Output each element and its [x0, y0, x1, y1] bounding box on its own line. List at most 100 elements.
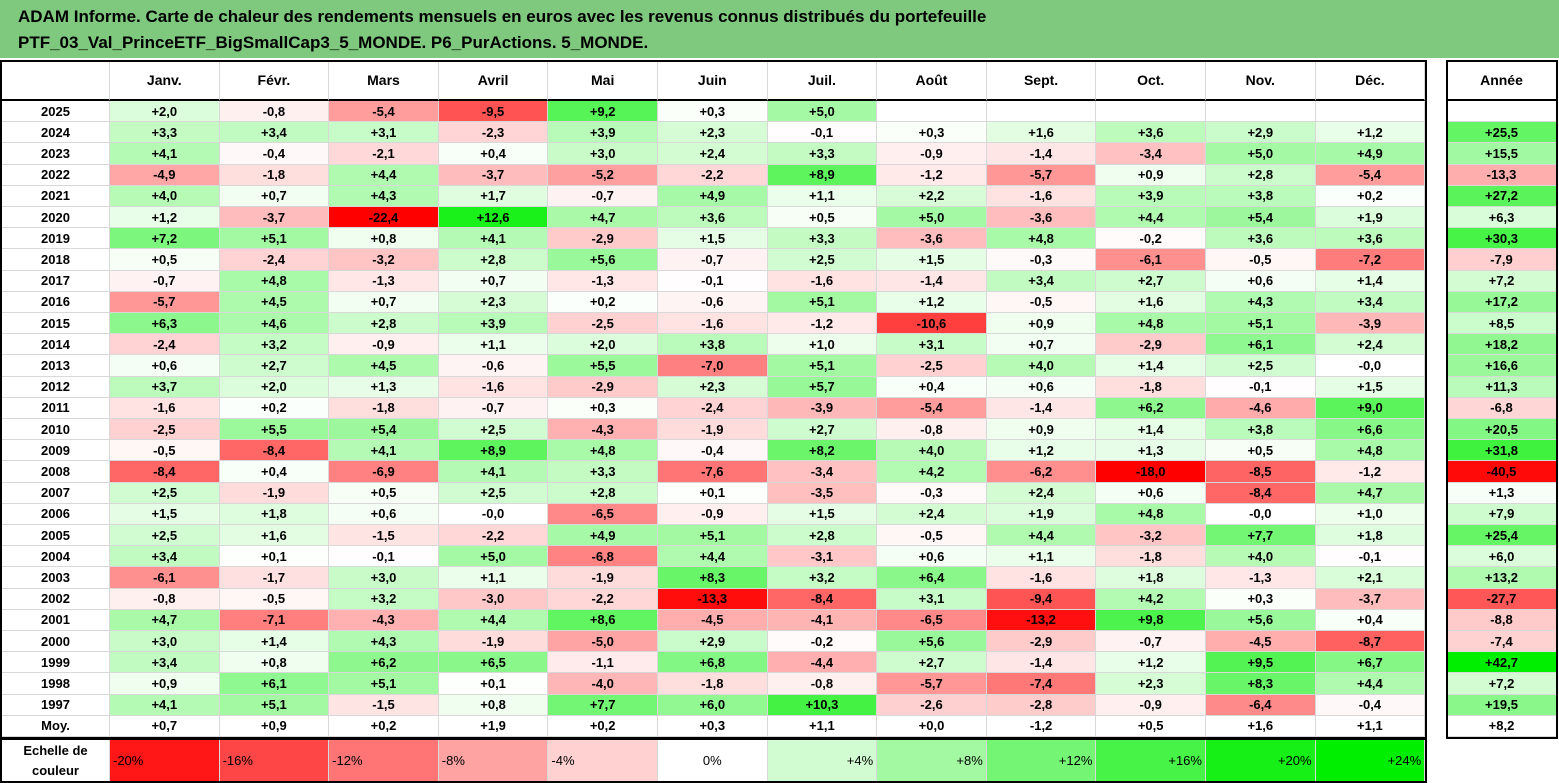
average-cell: +0,2	[548, 715, 658, 737]
annual-cell: +7,2	[1447, 270, 1557, 292]
heatmap-cell: -10,6	[877, 313, 987, 335]
heatmap-cell: +0,4	[1315, 609, 1426, 631]
heatmap-cell: +4,4	[1315, 673, 1426, 695]
average-cell: +0,9	[219, 715, 330, 737]
heatmap-cell: -4,5	[1206, 631, 1316, 653]
heatmap-cell: +0,7	[438, 270, 549, 292]
heatmap-cell: +3,1	[329, 122, 439, 144]
column-header-6: Juin	[658, 60, 768, 101]
heatmap-cell: -2,9	[1096, 334, 1206, 356]
heatmap-cell: -5,4	[877, 397, 987, 419]
heatmap-cell: +0,3	[658, 101, 768, 123]
heatmap-cell: +2,5	[438, 482, 549, 504]
heatmap-cell: +4,4	[329, 164, 439, 186]
heatmap-cell: -1,2	[1315, 461, 1426, 483]
heatmap-cell: +0,3	[548, 397, 658, 419]
heatmap-cell: +4,8	[548, 440, 658, 462]
heatmap-cell: -0,3	[986, 249, 1097, 271]
legend-swatch: +8%	[877, 739, 987, 783]
heatmap-cell: +0,5	[767, 207, 878, 229]
row-year-label: 2007	[2, 482, 110, 504]
heatmap-cell: +0,5	[1206, 440, 1316, 462]
heatmap-cell: +3,1	[877, 588, 987, 610]
heatmap-cell: -2,9	[986, 631, 1097, 653]
average-cell: +1,1	[1315, 715, 1426, 737]
heatmap-cell: +0,7	[219, 185, 330, 207]
heatmap-cell: +4,7	[1315, 482, 1426, 504]
heatmap-cell: +4,8	[1096, 313, 1206, 335]
heatmap-cell: +5,0	[877, 207, 987, 229]
heatmap-cell: -0,9	[329, 334, 439, 356]
heatmap-cell: +2,0	[219, 376, 330, 398]
heatmap-cell: -0,2	[767, 631, 878, 653]
annual-cell: +11,3	[1447, 376, 1557, 398]
heatmap-cell: +4,0	[110, 185, 220, 207]
heatmap-cell: +4,5	[329, 355, 439, 377]
heatmap-cell: +4,8	[986, 228, 1097, 250]
heatmap-cell: +6,2	[1096, 397, 1206, 419]
heatmap-cell: +4,3	[329, 185, 439, 207]
heatmap-cell: +2,8	[1206, 164, 1316, 186]
heatmap-cell: -18,0	[1096, 461, 1206, 483]
report-title-line-1: ADAM Informe. Carte de chaleur des rende…	[18, 7, 987, 26]
heatmap-cell: -1,9	[219, 482, 330, 504]
heatmap-cell: +0,8	[329, 228, 439, 250]
heatmap-cell: -6,5	[877, 609, 987, 631]
heatmap-cell	[986, 101, 1097, 123]
legend-swatch: 0%	[658, 739, 768, 783]
heatmap-cell: -1,1	[548, 652, 658, 674]
heatmap-cell: -3,9	[1315, 313, 1426, 335]
heatmap-cell: -6,4	[1206, 694, 1316, 716]
heatmap-cell: +3,3	[110, 122, 220, 144]
row-year-label: 2009	[2, 440, 110, 462]
heatmap-cell: +0,6	[329, 503, 439, 525]
legend-swatch: +20%	[1206, 739, 1316, 783]
heatmap-cell: -3,1	[767, 546, 878, 568]
row-year-label: 1999	[2, 652, 110, 674]
heatmap-cell: -2,5	[110, 419, 220, 441]
annual-cell: -7,9	[1447, 249, 1557, 271]
heatmap-cell: -1,7	[219, 567, 330, 589]
heatmap-cell: -0,5	[1206, 249, 1316, 271]
heatmap-cell: -4,5	[658, 609, 768, 631]
heatmap-cell: +4,9	[1315, 143, 1426, 165]
heatmap-cell: -2,3	[438, 122, 549, 144]
heatmap-cell: +0,1	[219, 546, 330, 568]
annual-cell: -13,3	[1447, 164, 1557, 186]
heatmap-cell: +4,0	[1206, 546, 1316, 568]
heatmap-cell: -0,7	[548, 185, 658, 207]
heatmap-cell: -8,5	[1206, 461, 1316, 483]
heatmap-cell: +4,1	[110, 143, 220, 165]
heatmap-cell: -0,0	[1315, 355, 1426, 377]
heatmap-cell: +1,6	[986, 122, 1097, 144]
heatmap-cell: -9,4	[986, 588, 1097, 610]
heatmap-cell: +5,6	[548, 249, 658, 271]
legend-swatch: +4%	[767, 739, 878, 783]
heatmap-cell: -0,1	[329, 546, 439, 568]
row-year-label: 1998	[2, 673, 110, 695]
heatmap-cell: +7,2	[110, 228, 220, 250]
heatmap-cell: +1,2	[110, 207, 220, 229]
column-header-9: Sept.	[986, 60, 1097, 101]
heatmap-cell: +1,2	[1315, 122, 1426, 144]
heatmap-cell: -4,3	[329, 609, 439, 631]
heatmap-cell: -0,3	[877, 482, 987, 504]
heatmap-cell: +8,3	[1206, 673, 1316, 695]
heatmap-cell: +5,1	[767, 291, 878, 313]
heatmap-cell: +3,1	[877, 334, 987, 356]
heatmap-cell: +5,0	[767, 101, 878, 123]
annual-cell: +18,2	[1447, 334, 1557, 356]
heatmap-cell: -0,1	[767, 122, 878, 144]
heatmap-cell: +0,1	[658, 482, 768, 504]
heatmap-cell: +6,5	[438, 652, 549, 674]
heatmap-cell: -3,4	[767, 461, 878, 483]
heatmap-cell: +6,1	[1206, 334, 1316, 356]
heatmap-cell: -13,3	[658, 588, 768, 610]
heatmap-cell: +1,8	[1315, 525, 1426, 547]
heatmap-cell: -1,8	[329, 397, 439, 419]
column-header-7: Juil.	[767, 60, 878, 101]
heatmap-cell: +4,3	[1206, 291, 1316, 313]
heatmap-cell: -7,0	[658, 355, 768, 377]
heatmap-cell: -7,2	[1315, 249, 1426, 271]
